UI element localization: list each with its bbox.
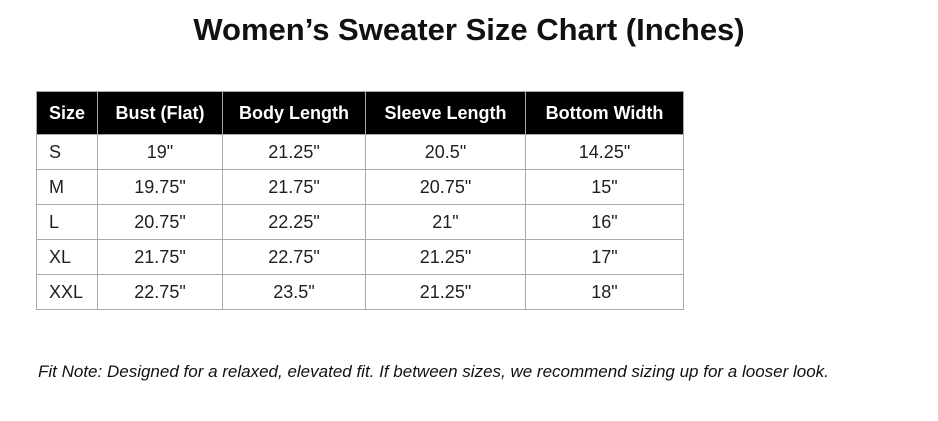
table-header-row: Size Bust (Flat) Body Length Sleeve Leng…	[36, 91, 684, 135]
size-chart-table: Size Bust (Flat) Body Length Sleeve Leng…	[36, 91, 684, 310]
size-cell: XL	[36, 239, 98, 275]
table-row: XL 21.75" 22.75" 21.25" 17"	[36, 239, 684, 275]
bust-cell: 21.75"	[97, 239, 223, 275]
body-length-cell: 22.75"	[222, 239, 366, 275]
bust-cell: 22.75"	[97, 274, 223, 310]
bottom-width-cell: 17"	[525, 239, 684, 275]
body-length-cell: 21.25"	[222, 134, 366, 170]
page-title: Women’s Sweater Size Chart (Inches)	[193, 12, 745, 47]
table-row: M 19.75" 21.75" 20.75" 15"	[36, 169, 684, 205]
body-length-cell: 22.25"	[222, 204, 366, 240]
column-header-bottom-width: Bottom Width	[525, 91, 684, 135]
table-row: XXL 22.75" 23.5" 21.25" 18"	[36, 274, 684, 310]
size-cell: M	[36, 169, 98, 205]
sleeve-length-cell: 21.25"	[365, 274, 526, 310]
size-cell: L	[36, 204, 98, 240]
fit-note: Fit Note: Designed for a relaxed, elevat…	[38, 362, 829, 381]
size-cell: XXL	[36, 274, 98, 310]
table-row: L 20.75" 22.25" 21" 16"	[36, 204, 684, 240]
bottom-width-cell: 14.25"	[525, 134, 684, 170]
bottom-width-cell: 18"	[525, 274, 684, 310]
column-header-sleeve-length: Sleeve Length	[365, 91, 526, 135]
sleeve-length-cell: 20.5"	[365, 134, 526, 170]
sleeve-length-cell: 21"	[365, 204, 526, 240]
table-row: S 19" 21.25" 20.5" 14.25"	[36, 134, 684, 170]
column-header-body-length: Body Length	[222, 91, 366, 135]
bust-cell: 20.75"	[97, 204, 223, 240]
body-length-cell: 21.75"	[222, 169, 366, 205]
sleeve-length-cell: 21.25"	[365, 239, 526, 275]
column-header-bust: Bust (Flat)	[97, 91, 223, 135]
bust-cell: 19.75"	[97, 169, 223, 205]
size-cell: S	[36, 134, 98, 170]
column-header-size: Size	[36, 91, 98, 135]
bottom-width-cell: 15"	[525, 169, 684, 205]
sleeve-length-cell: 20.75"	[365, 169, 526, 205]
bust-cell: 19"	[97, 134, 223, 170]
body-length-cell: 23.5"	[222, 274, 366, 310]
bottom-width-cell: 16"	[525, 204, 684, 240]
